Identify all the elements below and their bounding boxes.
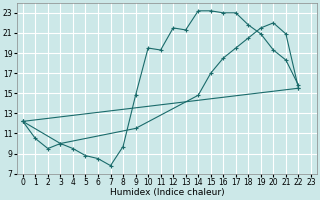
X-axis label: Humidex (Indice chaleur): Humidex (Indice chaleur) — [109, 188, 224, 197]
